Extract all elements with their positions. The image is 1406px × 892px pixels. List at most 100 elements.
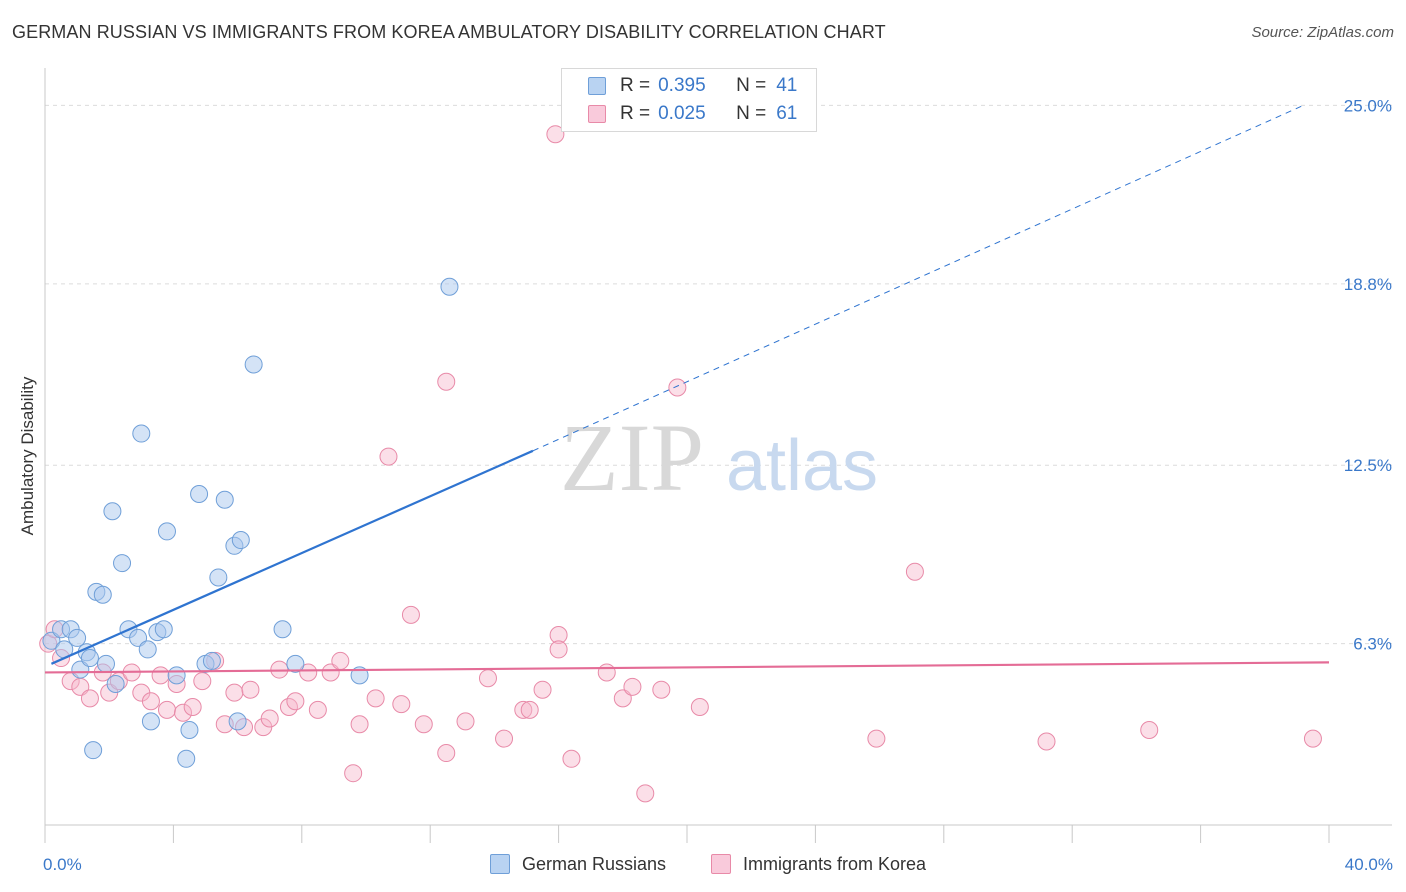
data-point-german-russian — [180, 721, 199, 740]
data-point-german-russian — [273, 620, 292, 639]
legend-label: German Russians — [522, 853, 667, 874]
data-point-korea — [321, 663, 340, 682]
data-point-german-russian — [84, 741, 103, 760]
data-point-korea — [867, 729, 886, 748]
data-point-korea — [392, 695, 411, 714]
trend-line-german-russians — [50, 449, 534, 665]
x-tick-label-min: 0.0% — [43, 855, 82, 874]
data-point-german-russian — [103, 502, 122, 521]
r-label: R = — [620, 103, 651, 124]
n-value: 61 — [776, 103, 798, 124]
blue-swatch — [490, 854, 510, 874]
pink-swatch — [588, 105, 606, 123]
data-point-korea — [636, 784, 655, 803]
data-point-german-russian — [42, 631, 61, 650]
data-point-german-russian — [228, 712, 247, 731]
y-tick-label: 18.8% — [1344, 275, 1392, 294]
data-point-korea — [905, 562, 924, 581]
data-point-korea — [183, 697, 202, 716]
axes — [44, 68, 1392, 843]
data-point-korea — [520, 700, 539, 719]
data-point-korea — [225, 683, 244, 702]
data-point-german-russian — [132, 424, 151, 443]
trend-line-german-russians-extension — [532, 104, 1304, 452]
data-point-korea — [193, 672, 212, 691]
data-point-korea — [350, 715, 369, 734]
data-point-korea — [366, 689, 385, 708]
data-point-korea — [533, 680, 552, 699]
data-point-german-russian — [202, 651, 221, 670]
data-point-korea — [80, 689, 99, 708]
data-point-korea — [690, 697, 709, 716]
data-point-german-russian — [129, 628, 148, 647]
data-point-german-russian — [157, 522, 176, 541]
data-point-korea — [141, 692, 160, 711]
y-tick-label: 6.3% — [1353, 635, 1392, 654]
data-point-german-russian — [93, 585, 112, 604]
legend-label: Immigrants from Korea — [743, 853, 927, 874]
pink-swatch — [711, 854, 731, 874]
data-point-german-russian — [138, 640, 157, 659]
data-point-korea — [331, 651, 350, 670]
trend-lines — [44, 104, 1330, 674]
data-point-german-russian — [231, 531, 250, 550]
blue-swatch — [588, 77, 606, 95]
data-point-korea — [549, 640, 568, 659]
n-label: N = — [736, 103, 767, 124]
watermark: ZIP atlas — [560, 404, 878, 511]
data-point-korea — [299, 663, 318, 682]
data-point-german-russian — [177, 749, 196, 768]
stats-legend: R = 0.395 N = 41 R = 0.025 N = 61 — [561, 68, 817, 132]
r-value: 0.395 — [658, 75, 706, 96]
data-point-korea — [1303, 729, 1322, 748]
data-point-korea — [1037, 732, 1056, 751]
y-tick-label: 12.5% — [1344, 456, 1392, 475]
data-point-german-russian — [244, 355, 263, 374]
source-label: Source: ZipAtlas.com — [1251, 24, 1394, 41]
data-point-german-russian — [209, 568, 228, 587]
data-point-korea — [456, 712, 475, 731]
data-point-korea — [437, 744, 456, 763]
n-value: 41 — [776, 75, 798, 96]
r-value: 0.025 — [658, 103, 706, 124]
data-point-german-russian — [154, 620, 173, 639]
legend-item-immigrants-from-korea[interactable]: Immigrants from Korea — [711, 852, 926, 876]
data-point-korea — [308, 700, 327, 719]
series-german-russians — [42, 277, 459, 768]
data-point-korea — [514, 700, 533, 719]
data-point-korea — [478, 669, 497, 688]
data-point-german-russian — [440, 277, 459, 296]
data-point-korea — [546, 125, 565, 144]
data-point-korea — [379, 447, 398, 466]
data-point-korea — [1140, 721, 1159, 740]
data-point-german-russian — [190, 484, 209, 503]
data-point-german-russian — [113, 554, 132, 573]
data-point-german-russian — [286, 654, 305, 673]
r-label: R = — [620, 75, 651, 96]
data-point-korea — [344, 764, 363, 783]
data-point-korea — [241, 680, 260, 699]
data-point-german-russian — [96, 654, 115, 673]
data-point-korea — [597, 663, 616, 682]
data-point-korea — [174, 703, 193, 722]
data-point-korea — [495, 729, 514, 748]
x-tick-label-max: 40.0% — [1345, 855, 1393, 874]
stats-row-immigrants-from-korea: R = 0.025 N = 61 — [562, 102, 797, 126]
data-point-german-russian — [215, 490, 234, 509]
grid-lines — [45, 104, 1392, 645]
legend-item-german-russians[interactable]: German Russians — [490, 852, 666, 876]
data-point-korea — [613, 689, 632, 708]
data-point-german-russian — [106, 674, 125, 693]
data-point-korea — [668, 378, 687, 397]
data-point-german-russian — [141, 712, 160, 731]
watermark-zip: ZIP — [560, 404, 704, 511]
data-point-german-russian — [167, 666, 186, 685]
data-point-korea — [549, 626, 568, 645]
data-point-korea — [157, 700, 176, 719]
y-axis-label: Ambulatory Disability — [18, 376, 37, 536]
data-point-korea — [623, 677, 642, 696]
y-tick-label: 25.0% — [1344, 96, 1392, 115]
data-point-german-russian — [80, 649, 99, 668]
chart-title: GERMAN RUSSIAN VS IMMIGRANTS FROM KOREA … — [12, 22, 886, 42]
